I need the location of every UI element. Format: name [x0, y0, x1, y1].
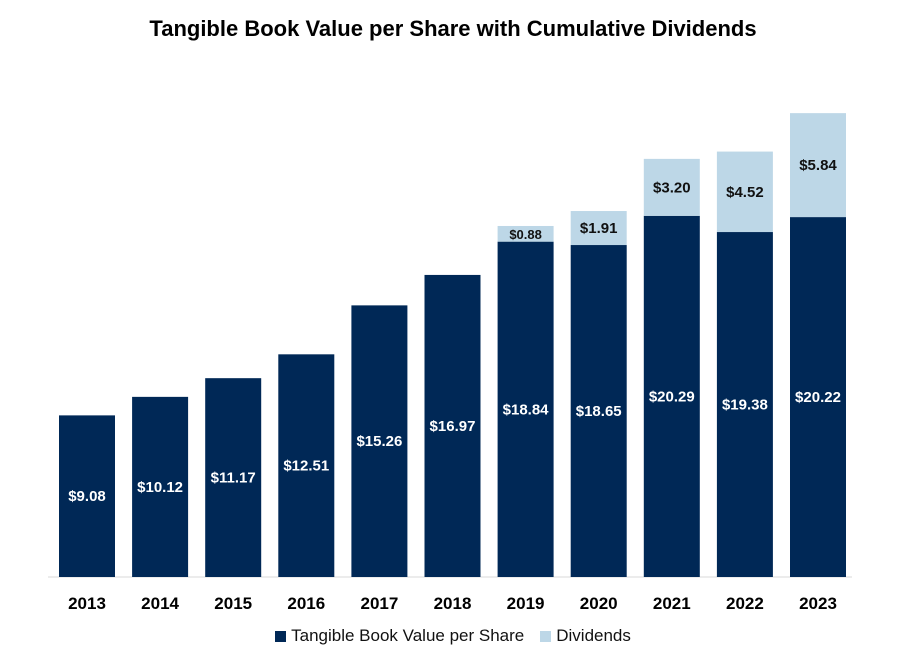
bar-tbv-2015	[205, 378, 262, 577]
x-tick-label-2018: 2018	[434, 594, 472, 613]
legend-label-dividends: Dividends	[556, 626, 631, 645]
legend-swatch-dividends	[540, 630, 552, 642]
bar-tbv-2020	[570, 245, 627, 577]
legend-item-tbv: Tangible Book Value per Share	[275, 626, 524, 646]
x-tick-label-2020: 2020	[580, 594, 618, 613]
data-label-dividends-2021: $3.20	[653, 179, 691, 196]
bar-tbv-2016	[278, 354, 335, 577]
data-label-tbv-2014: $10.12	[137, 479, 183, 496]
bar-tbv-2013	[59, 415, 115, 577]
data-label-tbv-2021: $20.29	[649, 388, 695, 405]
legend-label-tbv: Tangible Book Value per Share	[291, 626, 525, 645]
bar-tbv-2014	[132, 396, 189, 577]
x-tick-label-2023: 2023	[799, 594, 837, 613]
legend-item-dividends: Dividends	[540, 626, 631, 646]
bar-tbv-2018	[424, 274, 481, 577]
bar-tbv-2023	[790, 217, 846, 578]
bar-tbv-2019	[497, 241, 554, 577]
bar-tbv-2022	[716, 232, 773, 577]
x-tick-label-2013: 2013	[68, 594, 106, 613]
chart-title: Tangible Book Value per Share with Cumul…	[149, 16, 757, 41]
data-label-tbv-2016: $12.51	[283, 458, 329, 475]
data-label-tbv-2015: $11.17	[211, 470, 256, 487]
legend: Tangible Book Value per Share Dividends	[0, 626, 906, 646]
data-label-tbv-2020: $18.65	[576, 403, 622, 420]
bar-dividends-2023	[790, 113, 846, 218]
x-tick-label-2016: 2016	[287, 594, 325, 613]
x-tick-label-2021: 2021	[653, 594, 691, 613]
data-label-dividends-2020: $1.91	[580, 220, 618, 237]
data-label-tbv-2018: $16.97	[430, 418, 476, 435]
bar-tbv-2021	[643, 215, 700, 577]
bar-tbv-2017	[351, 305, 408, 577]
legend-swatch-tbv	[275, 630, 287, 642]
data-label-tbv-2022: $19.38	[722, 397, 768, 414]
x-tick-label-2017: 2017	[360, 594, 398, 613]
data-label-tbv-2017: $15.26	[356, 433, 402, 450]
x-tick-label-2015: 2015	[214, 594, 252, 613]
data-label-tbv-2019: $18.84	[503, 401, 550, 418]
data-label-dividends-2022: $4.52	[726, 184, 764, 201]
x-tick-label-2022: 2022	[726, 594, 764, 613]
data-label-dividends-2023: $5.84	[799, 157, 837, 174]
data-label-dividends-2019: $0.88	[509, 227, 542, 242]
x-tick-label-2019: 2019	[507, 594, 545, 613]
bar-dividends-2022	[716, 151, 773, 233]
data-label-tbv-2023: $20.22	[795, 389, 841, 406]
bar-dividends-2021	[643, 158, 700, 216]
data-label-tbv-2013: $9.08	[68, 488, 106, 505]
bar-dividends-2019	[497, 225, 554, 242]
bar-dividends-2020	[570, 211, 627, 246]
x-tick-label-2014: 2014	[141, 594, 179, 613]
